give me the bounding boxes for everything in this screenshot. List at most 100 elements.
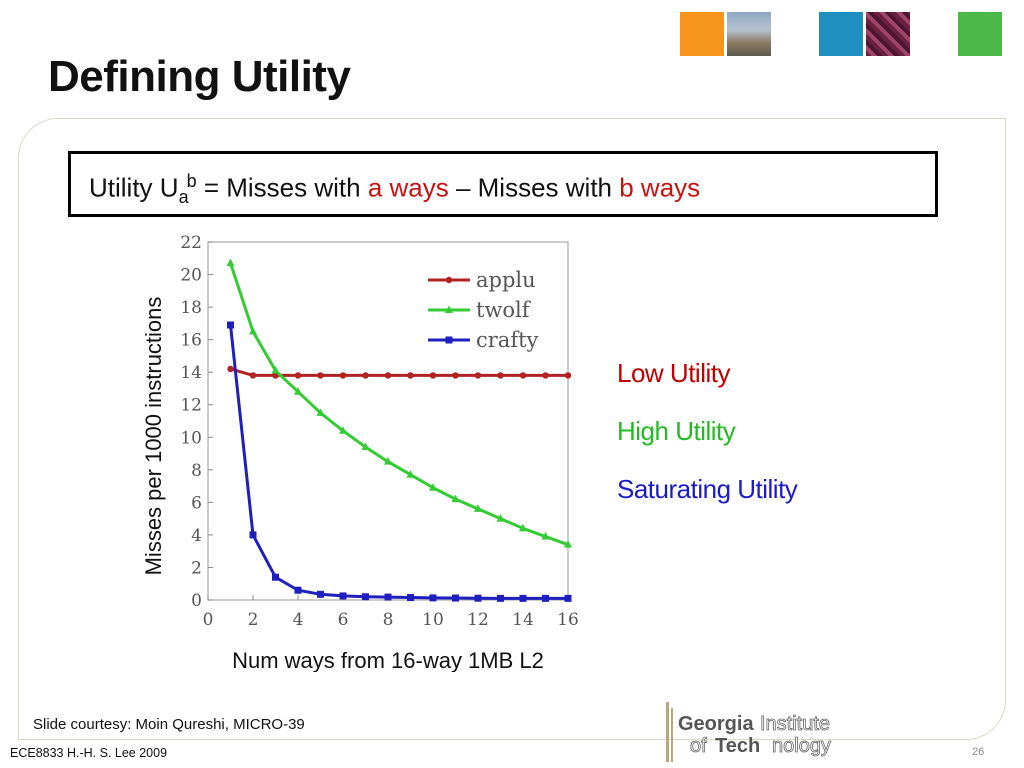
point-twolf [226, 258, 235, 267]
point-twolf [474, 504, 482, 512]
point-applu [564, 372, 572, 379]
logo-georgia: Georgia [678, 713, 754, 735]
y-tick-label: 18 [180, 298, 202, 318]
point-twolf [384, 457, 392, 465]
content-frame [18, 118, 1006, 740]
logo-tech: Tech [715, 735, 760, 757]
point-applu [519, 372, 527, 379]
point-applu [497, 372, 504, 379]
green-square [958, 12, 1002, 56]
formula-mid2: – Misses with [448, 172, 620, 203]
series-line-twolf [229, 262, 569, 547]
x-tick-label: 6 [338, 610, 349, 630]
point-twolf [429, 483, 437, 491]
point-crafty [452, 594, 459, 602]
point-crafty [564, 594, 572, 602]
point-crafty [227, 321, 234, 329]
low-utility-label: Low Utility [617, 358, 730, 388]
y-tick-label: 10 [180, 428, 202, 448]
blue-square [819, 12, 863, 56]
x-tick-label: 12 [467, 610, 489, 630]
point-twolf [271, 366, 280, 374]
georgia-tech-logo: Georgia Institute of Tech nology [666, 702, 831, 762]
orange-square [680, 12, 724, 56]
circuit-photo-square [866, 12, 910, 56]
footer-course: ECE8833 H.-H. S. Lee 2009 [10, 746, 168, 760]
point-twolf [339, 426, 347, 434]
point-applu [474, 372, 482, 379]
point-applu [429, 372, 437, 379]
point-twolf [361, 442, 370, 451]
point-twolf [406, 470, 415, 478]
logo-of: of [690, 735, 707, 757]
point-applu [407, 372, 414, 379]
formula-a-ways: a ways [367, 172, 449, 203]
x-tick-label: 0 [203, 610, 214, 630]
point-crafty [519, 594, 527, 602]
formula-subscript: a [178, 186, 189, 207]
utility-formula-box: Utility Uab = Misses with a ways – Misse… [68, 151, 938, 217]
y-tick-label: 6 [191, 493, 202, 513]
x-tick-label: 8 [383, 610, 394, 630]
x-tick-label: 16 [557, 610, 579, 630]
point-applu [294, 372, 302, 379]
point-applu [452, 372, 459, 379]
point-crafty [339, 592, 347, 600]
y-tick-label: 8 [191, 461, 202, 481]
point-twolf [564, 540, 572, 548]
y-tick-label: 4 [191, 526, 202, 546]
legend-marker-twolf [445, 305, 453, 313]
logo-nology: nology [772, 735, 831, 757]
formula-superscript: b [186, 171, 197, 191]
point-applu [384, 372, 392, 379]
page-number: 26 [972, 746, 985, 758]
y-tick-label: 20 [180, 266, 202, 286]
point-crafty [249, 531, 257, 539]
point-applu [339, 372, 347, 379]
high-utility-label: High Utility [617, 416, 736, 446]
formula-mid1: = Misses with [196, 172, 368, 203]
x-tick-label: 2 [248, 610, 259, 630]
point-crafty [542, 594, 549, 602]
point-applu [317, 372, 324, 379]
point-crafty [362, 593, 369, 601]
point-crafty [317, 590, 324, 598]
point-crafty [429, 594, 437, 602]
slide-title: Defining Utility [48, 52, 351, 101]
y-tick-label: 16 [180, 331, 202, 351]
y-axis-label: Misses per 1000 instructions [141, 297, 166, 576]
slide-courtesy: Slide courtesy: Moin Qureshi, MICRO-39 [33, 716, 305, 733]
plot-frame [207, 241, 569, 601]
point-twolf [249, 327, 257, 335]
point-applu [249, 372, 257, 379]
formula-b-ways: b ways [619, 172, 701, 203]
y-tick-label: 2 [191, 558, 202, 578]
y-tick-label: 14 [180, 363, 202, 383]
point-twolf [316, 408, 325, 416]
y-tick-label: 12 [180, 396, 202, 416]
x-tick-label: 10 [422, 610, 444, 630]
point-twolf [451, 494, 460, 503]
point-crafty [294, 586, 302, 594]
point-crafty [407, 594, 414, 602]
formula-prefix: Utility U [89, 172, 179, 203]
point-applu [362, 372, 369, 379]
y-tick-label: 0 [191, 591, 202, 611]
point-applu [227, 365, 234, 373]
series-line-applu [230, 367, 568, 377]
point-twolf [294, 387, 302, 395]
point-applu [542, 372, 549, 379]
point-twolf [519, 523, 527, 532]
miss-curve-chart: 0 2 4 6 8 10 12 14 16 18 20 22 0 2 4 6 8 10 12 14 16 Num ways… [130, 232, 580, 673]
logo-institute: Institute [760, 713, 830, 735]
utility-formula: Utility Uab = Misses with a ways – Misse… [89, 171, 700, 208]
campus-photo-square [727, 12, 771, 56]
x-tick-label: 14 [512, 610, 534, 630]
series-line-crafty [229, 324, 568, 600]
point-crafty [474, 594, 482, 602]
x-axis-label: Num ways from 16-way 1MB L2 [232, 648, 544, 672]
point-twolf [496, 514, 505, 522]
point-crafty [384, 593, 392, 601]
legend-label-crafty: crafty [476, 328, 539, 352]
chart-svg: 0 2 4 6 8 10 12 14 16 18 20 22 0 2 4 6 8 10 12 14 16 Num ways… [141, 233, 579, 673]
